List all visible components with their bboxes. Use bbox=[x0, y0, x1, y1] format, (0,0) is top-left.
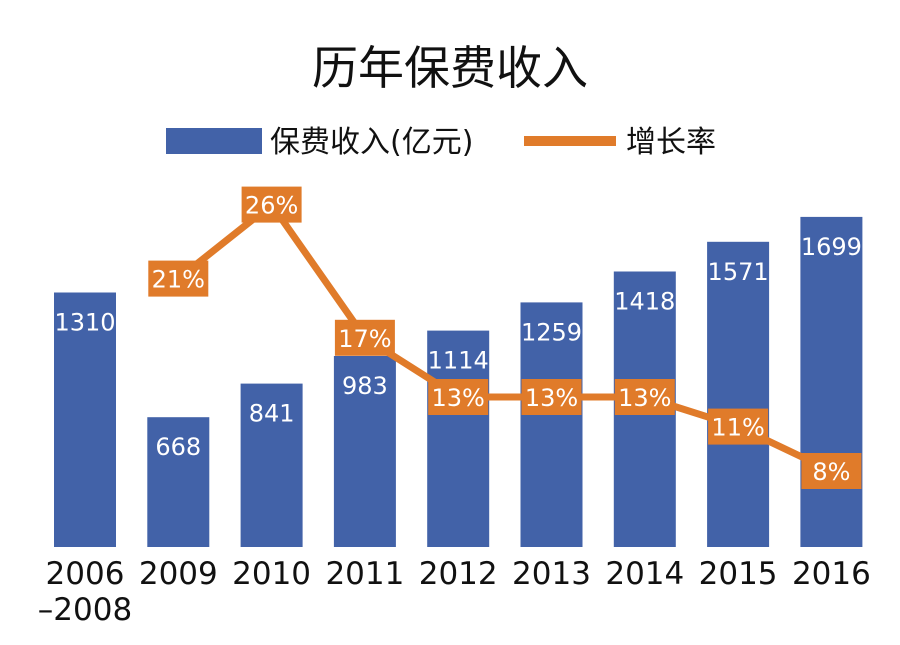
bar-value-label-0: 1310 bbox=[54, 309, 115, 337]
bar-value-label-3: 983 bbox=[342, 372, 388, 400]
growth-rate-marker-8 bbox=[801, 453, 862, 489]
category-label-1: 2009 bbox=[139, 556, 218, 592]
category-label-3: 2011 bbox=[325, 556, 404, 592]
bar-3 bbox=[333, 356, 396, 547]
category-label-0: 2006 bbox=[46, 556, 125, 592]
growth-rate-label-8: 8% bbox=[812, 458, 850, 486]
bar-value-label-1: 668 bbox=[155, 433, 201, 461]
category-label-0-line-1: –2008 bbox=[38, 592, 132, 628]
growth-rate-marker-5 bbox=[521, 379, 582, 415]
category-label-7: 2015 bbox=[699, 556, 778, 592]
bars bbox=[54, 216, 863, 548]
growth-rate-label-5: 13% bbox=[525, 384, 578, 412]
legend-bar-label: 保费收入(亿元) bbox=[270, 125, 473, 160]
category-label-6: 2014 bbox=[605, 556, 684, 592]
growth-rate-label-3: 17% bbox=[338, 325, 391, 353]
bar-4 bbox=[427, 330, 490, 547]
bar-5 bbox=[520, 302, 583, 547]
bar-1 bbox=[147, 417, 210, 547]
legend: 保费收入(亿元) 增长率 bbox=[166, 125, 716, 160]
category-label-4: 2012 bbox=[419, 556, 498, 592]
growth-rate-label-1: 21% bbox=[152, 266, 205, 294]
category-label-5: 2013 bbox=[512, 556, 591, 592]
growth-rate-marker-2 bbox=[241, 186, 302, 223]
bar-2 bbox=[240, 383, 303, 547]
bar-value-label-4: 1114 bbox=[428, 347, 489, 375]
bar-value-label-7: 1571 bbox=[708, 258, 769, 286]
bar-value-label-6: 1418 bbox=[614, 288, 675, 316]
growth-rate-label-4: 13% bbox=[432, 384, 485, 412]
bar-value-labels: 1310 668 841 983 1114 1259 1418 1571 1699 bbox=[54, 233, 861, 461]
category-label-2: 2010 bbox=[232, 556, 311, 592]
growth-rate-marker-6 bbox=[614, 379, 675, 415]
growth-rate-marker-7 bbox=[708, 408, 769, 445]
bar-value-label-2: 841 bbox=[249, 400, 295, 428]
growth-rate-label-7: 11% bbox=[711, 414, 764, 442]
growth-rate-labels: 21% 26% 17% 13% 13% 13% 11% 8% bbox=[148, 186, 862, 489]
growth-rate-marker-4 bbox=[428, 379, 489, 415]
category-label-8: 2016 bbox=[792, 556, 871, 592]
legend-bar-swatch bbox=[166, 128, 262, 154]
growth-rate-label-2: 26% bbox=[245, 192, 298, 220]
growth-rate-marker-1 bbox=[148, 260, 209, 297]
legend-line-swatch bbox=[524, 136, 616, 146]
chart-title: 历年保费收入 bbox=[312, 41, 588, 95]
legend-line-label: 增长率 bbox=[626, 125, 716, 160]
bar-value-label-5: 1259 bbox=[521, 318, 582, 346]
bar-8 bbox=[800, 216, 863, 547]
bar-value-label-8: 1699 bbox=[801, 233, 862, 261]
bar-7 bbox=[707, 241, 770, 548]
growth-rate-label-6: 13% bbox=[618, 384, 671, 412]
bar-0 bbox=[54, 292, 116, 547]
growth-rate-marker-3 bbox=[334, 319, 395, 356]
